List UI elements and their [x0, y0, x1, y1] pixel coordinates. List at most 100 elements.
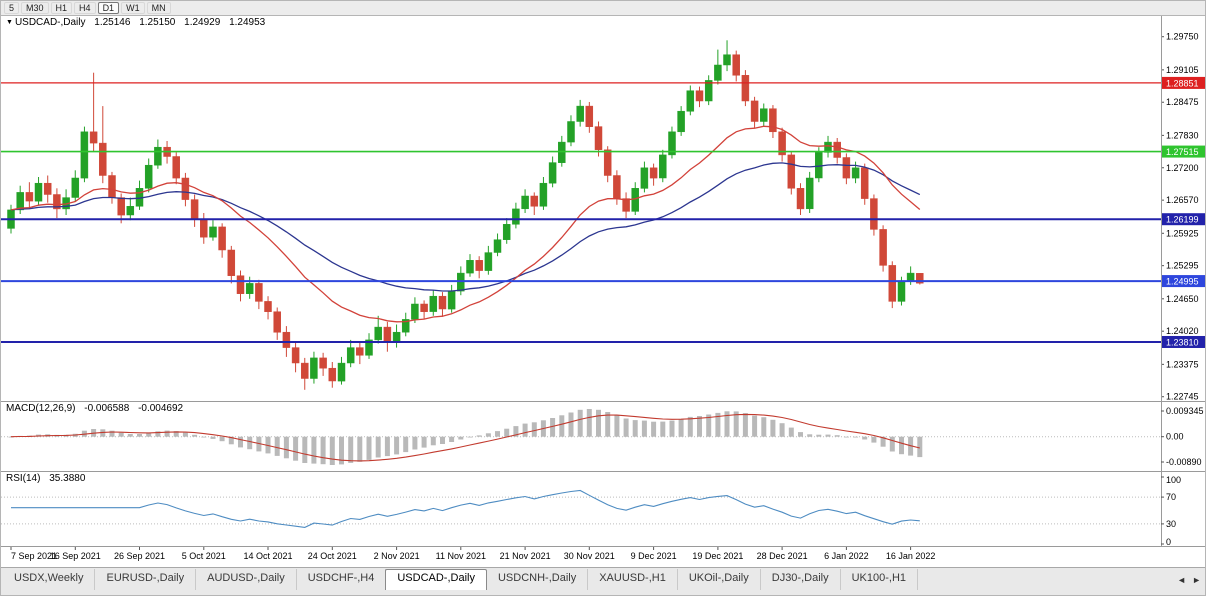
macd-histogram-bar	[917, 436, 923, 458]
price-tick-label: 1.25295	[1166, 261, 1199, 271]
tab-usdx-weekly[interactable]: USDX,Weekly	[3, 569, 96, 590]
rsi-axis-label: 100	[1166, 475, 1181, 485]
tab-uk100-h1[interactable]: UK100-,H1	[841, 569, 919, 590]
date-label: 28 Dec 2021	[757, 551, 808, 561]
candle-body	[310, 357, 318, 379]
tab-audusd-daily[interactable]: AUDUSD-,Daily	[196, 569, 297, 590]
candle-body	[291, 347, 300, 364]
tab-usdcad-daily[interactable]: USDCAD-,Daily	[385, 569, 487, 590]
macd-histogram-bar	[155, 431, 161, 437]
candle-body	[502, 224, 511, 240]
timeframe-button-5[interactable]: 5	[4, 2, 20, 14]
date-label: 16 Jan 2022	[886, 551, 936, 561]
candle-body	[870, 198, 878, 230]
candle-body	[475, 260, 483, 271]
date-label: 9 Dec 2021	[631, 551, 677, 561]
date-label: 7 Sep 2021	[11, 551, 57, 561]
candle-body	[833, 141, 841, 158]
candle-body	[346, 347, 355, 364]
macd-histogram-bar	[219, 436, 225, 442]
price-tick-label: 1.24020	[1166, 326, 1199, 336]
candle-body	[383, 326, 392, 343]
tab-xauusd-h1[interactable]: XAUUSD-,H1	[588, 569, 678, 590]
timeframe-button-h4[interactable]: H4	[74, 2, 96, 14]
price-axis[interactable]	[1162, 15, 1206, 567]
candle-body	[264, 301, 272, 312]
macd-histogram-bar	[825, 434, 831, 437]
macd-histogram-bar	[394, 436, 400, 455]
macd-histogram-bar	[109, 430, 115, 437]
price-tick-label: 1.26570	[1166, 195, 1199, 205]
price-hline-badge-label: 1.27515	[1166, 147, 1199, 157]
candle-body	[787, 154, 796, 189]
ma-slow-line	[10, 162, 921, 292]
macd-histogram-bar	[430, 436, 436, 446]
chart-dropdown-icon[interactable]: ▼	[6, 19, 13, 26]
candle-body	[512, 208, 520, 225]
macd-histogram-bar	[421, 436, 427, 448]
candle-body	[420, 303, 428, 312]
macd-histogram-bar	[238, 436, 243, 448]
macd-histogram-bar	[761, 417, 767, 437]
price-tick-label: 1.22745	[1166, 392, 1199, 402]
macd-histogram-bar	[348, 436, 354, 463]
tab-dj30-daily[interactable]: DJ30-,Daily	[761, 569, 841, 590]
macd-indicator-label: MACD(12,26,9) -0.006588 -0.004692	[6, 403, 183, 414]
macd-histogram-bar	[742, 413, 748, 437]
date-label: 24 Oct 2021	[308, 551, 357, 561]
macd-signal-line	[10, 413, 920, 462]
macd-histogram-bar	[687, 416, 693, 437]
price-tick-label: 1.24650	[1166, 294, 1199, 304]
candle-body	[484, 252, 493, 271]
candle-body	[401, 319, 410, 333]
tab-scroll-left-icon[interactable]: ◄	[1177, 575, 1187, 585]
candle-body	[154, 146, 162, 166]
macd-histogram-bar	[293, 436, 299, 461]
ma-fast-line	[10, 125, 921, 323]
time-axis[interactable]	[1, 547, 1161, 567]
candle-body	[144, 164, 153, 189]
macd-signal-value: -0.004692	[138, 403, 184, 414]
candle-body	[53, 194, 61, 210]
macd-histogram-bar	[660, 421, 666, 437]
price-hline-badge-label: 1.26199	[1166, 215, 1199, 225]
price-hline-badge	[1162, 145, 1205, 158]
macd-histogram-bar	[100, 429, 106, 437]
timeframe-button-mn[interactable]: MN	[146, 2, 171, 14]
macd-histogram-bar	[467, 436, 473, 438]
tab-eurusd-daily[interactable]: EURUSD-,Daily	[95, 569, 197, 590]
tab-scroll-right-icon[interactable]: ►	[1192, 575, 1201, 585]
candle-body	[695, 90, 704, 102]
candle-body	[236, 275, 245, 294]
tab-usdcnh-daily[interactable]: USDCNH-,Daily	[487, 569, 589, 590]
price-chart[interactable]: 1.28851 1.27515 1.26199 1.24995 1.23810 1.297…	[1, 1, 1206, 567]
macd-histogram-bar	[127, 433, 133, 437]
candle-body	[181, 177, 190, 200]
price-hline-badge-label: 1.23810	[1166, 337, 1199, 347]
tab-ukoil-daily[interactable]: UKOil-,Daily	[678, 569, 761, 590]
timeframe-button-w1[interactable]: W1	[121, 2, 145, 14]
candle-body	[659, 154, 667, 179]
chart-low-value: 1.24929	[184, 17, 221, 28]
price-tick-label: 1.27200	[1166, 163, 1199, 173]
rsi-value: 35.3880	[49, 473, 86, 484]
candle-body	[328, 367, 337, 382]
macd-histogram-bar	[899, 436, 904, 455]
candle-body	[438, 295, 447, 310]
timeframe-button-d1[interactable]: D1	[97, 2, 120, 14]
macd-histogram-bar	[228, 436, 234, 445]
timeframe-button-h1[interactable]: H1	[50, 2, 73, 14]
timeframe-button-m30[interactable]: M30	[21, 2, 49, 14]
macd-histogram-bar	[586, 409, 592, 437]
macd-histogram-bar	[733, 411, 739, 437]
candle-body	[337, 362, 346, 382]
chart-open-value: 1.25146	[94, 17, 131, 28]
macd-histogram-bar	[311, 436, 317, 464]
candle-body	[548, 162, 557, 184]
candle-body	[631, 188, 639, 212]
date-label: 30 Nov 2021	[564, 551, 615, 561]
macd-histogram-bar	[192, 434, 198, 437]
macd-histogram-bar	[706, 414, 712, 437]
tab-usdchf-h4[interactable]: USDCHF-,H4	[297, 569, 387, 590]
candle-body	[750, 100, 759, 122]
